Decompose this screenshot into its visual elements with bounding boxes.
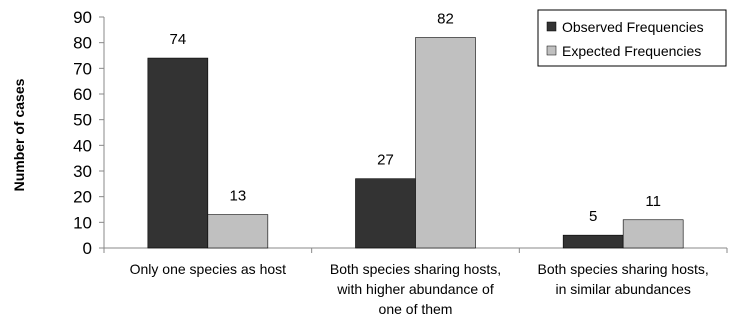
data-label: 13 [229, 188, 246, 205]
legend: Observed Frequencies Expected Frequencie… [537, 9, 727, 67]
data-labels: 74 13 27 82 5 11 [169, 11, 660, 226]
y-tick-label: 90 [73, 8, 92, 27]
y-tick-label: 70 [73, 59, 92, 78]
data-label: 11 [645, 193, 661, 210]
y-tick-label: 0 [83, 239, 92, 258]
legend-swatch-observed [546, 21, 557, 32]
y-tick-label: 50 [73, 111, 92, 130]
y-tick-label: 20 [73, 188, 92, 207]
data-label: 82 [437, 11, 454, 28]
bar-expected-3 [622, 219, 684, 249]
y-tick-label: 60 [73, 85, 92, 104]
bar-observed-1 [147, 57, 209, 249]
legend-label-observed: Observed Frequencies [562, 19, 704, 35]
data-label: 5 [589, 208, 597, 225]
y-tick-label: 10 [73, 213, 92, 232]
data-label: 27 [377, 152, 394, 169]
legend-label-expected: Expected Frequencies [562, 43, 701, 59]
legend-swatch-expected [546, 45, 557, 56]
data-label: 74 [169, 31, 186, 48]
y-axis-label: Number of cases [11, 78, 27, 191]
legend-box [537, 9, 727, 67]
category-label-2: Both species sharing hosts, with higher a… [330, 261, 501, 317]
category-labels: Only one species as host Both species sha… [130, 261, 709, 317]
y-tick-label: 40 [73, 136, 92, 155]
bar-expected-1 [207, 214, 269, 249]
bar-observed-2 [355, 178, 416, 249]
bar-observed-3 [562, 234, 624, 249]
y-tick-label: 30 [73, 162, 92, 181]
bars [147, 37, 684, 249]
category-label-3: Both species sharing hosts, in similar ab… [538, 261, 709, 297]
y-tick-label: 80 [73, 34, 92, 53]
axes: 0 10 20 30 40 50 60 70 80 90 [73, 8, 728, 258]
category-label-1: Only one species as host [130, 261, 287, 277]
bar-expected-2 [415, 37, 476, 249]
